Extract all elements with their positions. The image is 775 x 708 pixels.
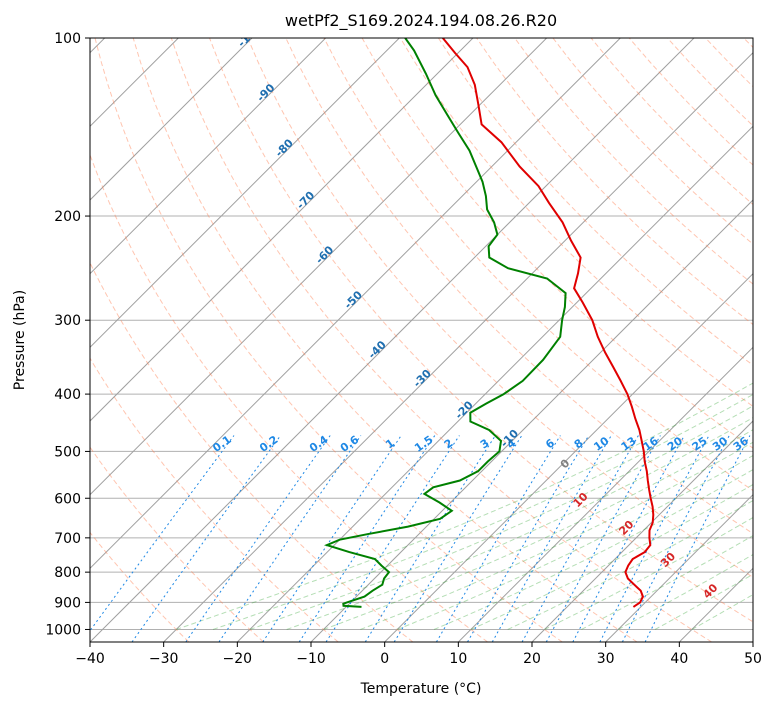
isotherm-line xyxy=(90,38,253,201)
moist-adiabat-line xyxy=(249,405,753,630)
isotherm-line xyxy=(163,51,753,642)
dewpoint-profile-line xyxy=(323,38,567,608)
y-tick-label: 900 xyxy=(54,595,81,611)
x-axis-label: Temperature (°C) xyxy=(360,681,482,697)
dry-adiabat-line xyxy=(209,38,753,623)
isotherm-label: -100 xyxy=(235,21,264,50)
chart-title: wetPf2_S169.2024.194.08.26.R20 xyxy=(285,11,557,31)
isotherm-line xyxy=(457,346,753,642)
mixing-ratio-line xyxy=(262,435,402,642)
plot-area xyxy=(90,38,753,642)
dry-adiabat-line xyxy=(247,38,753,578)
x-tick-label: 50 xyxy=(744,651,762,667)
isotherm-line xyxy=(90,38,474,422)
mixing-ratio-line xyxy=(90,435,235,632)
isotherm-line xyxy=(90,38,621,570)
y-tick-label: 100 xyxy=(54,31,81,47)
x-tick-label: −40 xyxy=(75,651,105,667)
mixing-ratio-line xyxy=(218,435,362,642)
dry-adiabat-line xyxy=(514,38,753,285)
moist-adiabat-line xyxy=(433,469,753,630)
dry-adiabat-line xyxy=(94,38,563,642)
x-tick-label: 10 xyxy=(449,651,467,667)
dry-adiabat-line xyxy=(90,261,414,642)
isotherm-line xyxy=(384,272,753,642)
moist-adiabat-line xyxy=(323,429,753,630)
mixing-ratio-line xyxy=(521,435,639,642)
x-tick-label: 0 xyxy=(380,651,389,667)
x-tick-label: 20 xyxy=(523,651,541,667)
y-axis-label: Pressure (hPa) xyxy=(12,290,28,390)
mixing-ratio-line xyxy=(364,435,496,642)
mixing-ratio-line xyxy=(185,435,331,642)
y-tick-label: 400 xyxy=(54,387,81,403)
x-tick-label: 40 xyxy=(670,651,688,667)
y-tick-label: 500 xyxy=(54,444,81,460)
dry-adiabat-line xyxy=(170,38,712,642)
isotherm-line xyxy=(310,199,753,642)
moist-adiabat-line xyxy=(544,516,753,630)
x-tick-label: −30 xyxy=(149,651,179,667)
y-tick-label: 200 xyxy=(54,209,81,225)
moist-adiabat-line xyxy=(470,483,753,630)
dry-adiabat-line xyxy=(90,531,190,642)
adiabat-layer xyxy=(90,38,753,642)
dry-adiabat-line xyxy=(90,357,339,642)
mixing-ratio-line xyxy=(491,435,612,642)
dry-adiabat-line xyxy=(399,38,753,408)
dry-adiabat-line xyxy=(90,446,264,642)
isotherm-line xyxy=(90,38,695,642)
mixing-ratio-line xyxy=(545,435,661,642)
isotherm-line xyxy=(531,420,753,642)
dry-adiabat-line xyxy=(437,38,753,366)
moist-adiabat-line xyxy=(212,393,753,630)
x-tick-label: −10 xyxy=(296,651,326,667)
isotherm-line xyxy=(605,493,753,642)
y-tick-label: 1000 xyxy=(45,622,81,638)
plot-frame xyxy=(89,37,754,643)
isotherm-line xyxy=(90,38,400,349)
moist-adiabat-line xyxy=(176,382,753,630)
isotherm-line xyxy=(90,38,548,496)
x-axis: −40 −30 −20 −10 0 10 20 30 40 50 xyxy=(75,642,762,667)
mixing-ratio-line xyxy=(467,435,590,642)
mixing-ratio-line xyxy=(131,435,282,642)
y-tick-label: 600 xyxy=(54,491,81,507)
grid-layer xyxy=(90,38,753,642)
mixing-ratio-line xyxy=(393,435,523,642)
x-tick-label: 30 xyxy=(597,651,615,667)
series-layer xyxy=(323,38,655,608)
y-tick-label: 700 xyxy=(54,531,81,547)
y-tick-label: 300 xyxy=(54,313,81,329)
x-tick-label: −20 xyxy=(223,651,253,667)
mixing-ratio-line xyxy=(435,435,561,642)
y-axis: 100 200 300 400 500 600 700 800 900 1000 xyxy=(45,31,90,638)
y-tick-label: 800 xyxy=(54,565,81,581)
temperature-profile-line xyxy=(442,38,655,608)
dry-adiabat-line xyxy=(132,38,638,642)
dry-adiabat-line xyxy=(90,153,488,642)
isotherm-line xyxy=(90,38,327,275)
moist-adiabat-line xyxy=(581,535,753,630)
dry-adiabat-line xyxy=(323,38,753,492)
moist-adiabat-line xyxy=(397,454,753,630)
